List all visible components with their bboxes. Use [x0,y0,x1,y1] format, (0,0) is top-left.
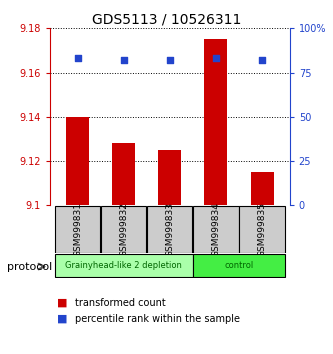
Bar [158,150,181,205]
Point [75,56,80,61]
Bar [250,172,274,205]
Text: GSM999831: GSM999831 [73,202,82,257]
Bar [101,206,146,253]
Point [213,56,218,61]
Text: control: control [224,261,254,270]
Text: percentile rank within the sample: percentile rank within the sample [75,314,240,324]
Text: ■: ■ [57,298,67,308]
Text: GSM999832: GSM999832 [119,202,128,257]
Text: GSM999833: GSM999833 [165,202,174,257]
Text: transformed count: transformed count [75,298,166,308]
Bar [204,39,227,205]
Point [259,57,265,63]
Point [121,57,127,63]
Bar [55,206,100,253]
Bar [55,254,193,277]
Bar [193,254,285,277]
Text: Grainyhead-like 2 depletion: Grainyhead-like 2 depletion [65,261,182,270]
Bar [147,206,192,253]
Text: protocol: protocol [7,262,52,272]
Bar [112,143,135,205]
Text: GSM999835: GSM999835 [257,202,266,257]
Text: ■: ■ [57,314,67,324]
Bar [66,117,89,205]
Point [167,57,172,63]
Text: GDS5113 / 10526311: GDS5113 / 10526311 [92,12,241,27]
Text: GSM999834: GSM999834 [211,202,220,257]
Bar [193,206,238,253]
Bar [239,206,285,253]
